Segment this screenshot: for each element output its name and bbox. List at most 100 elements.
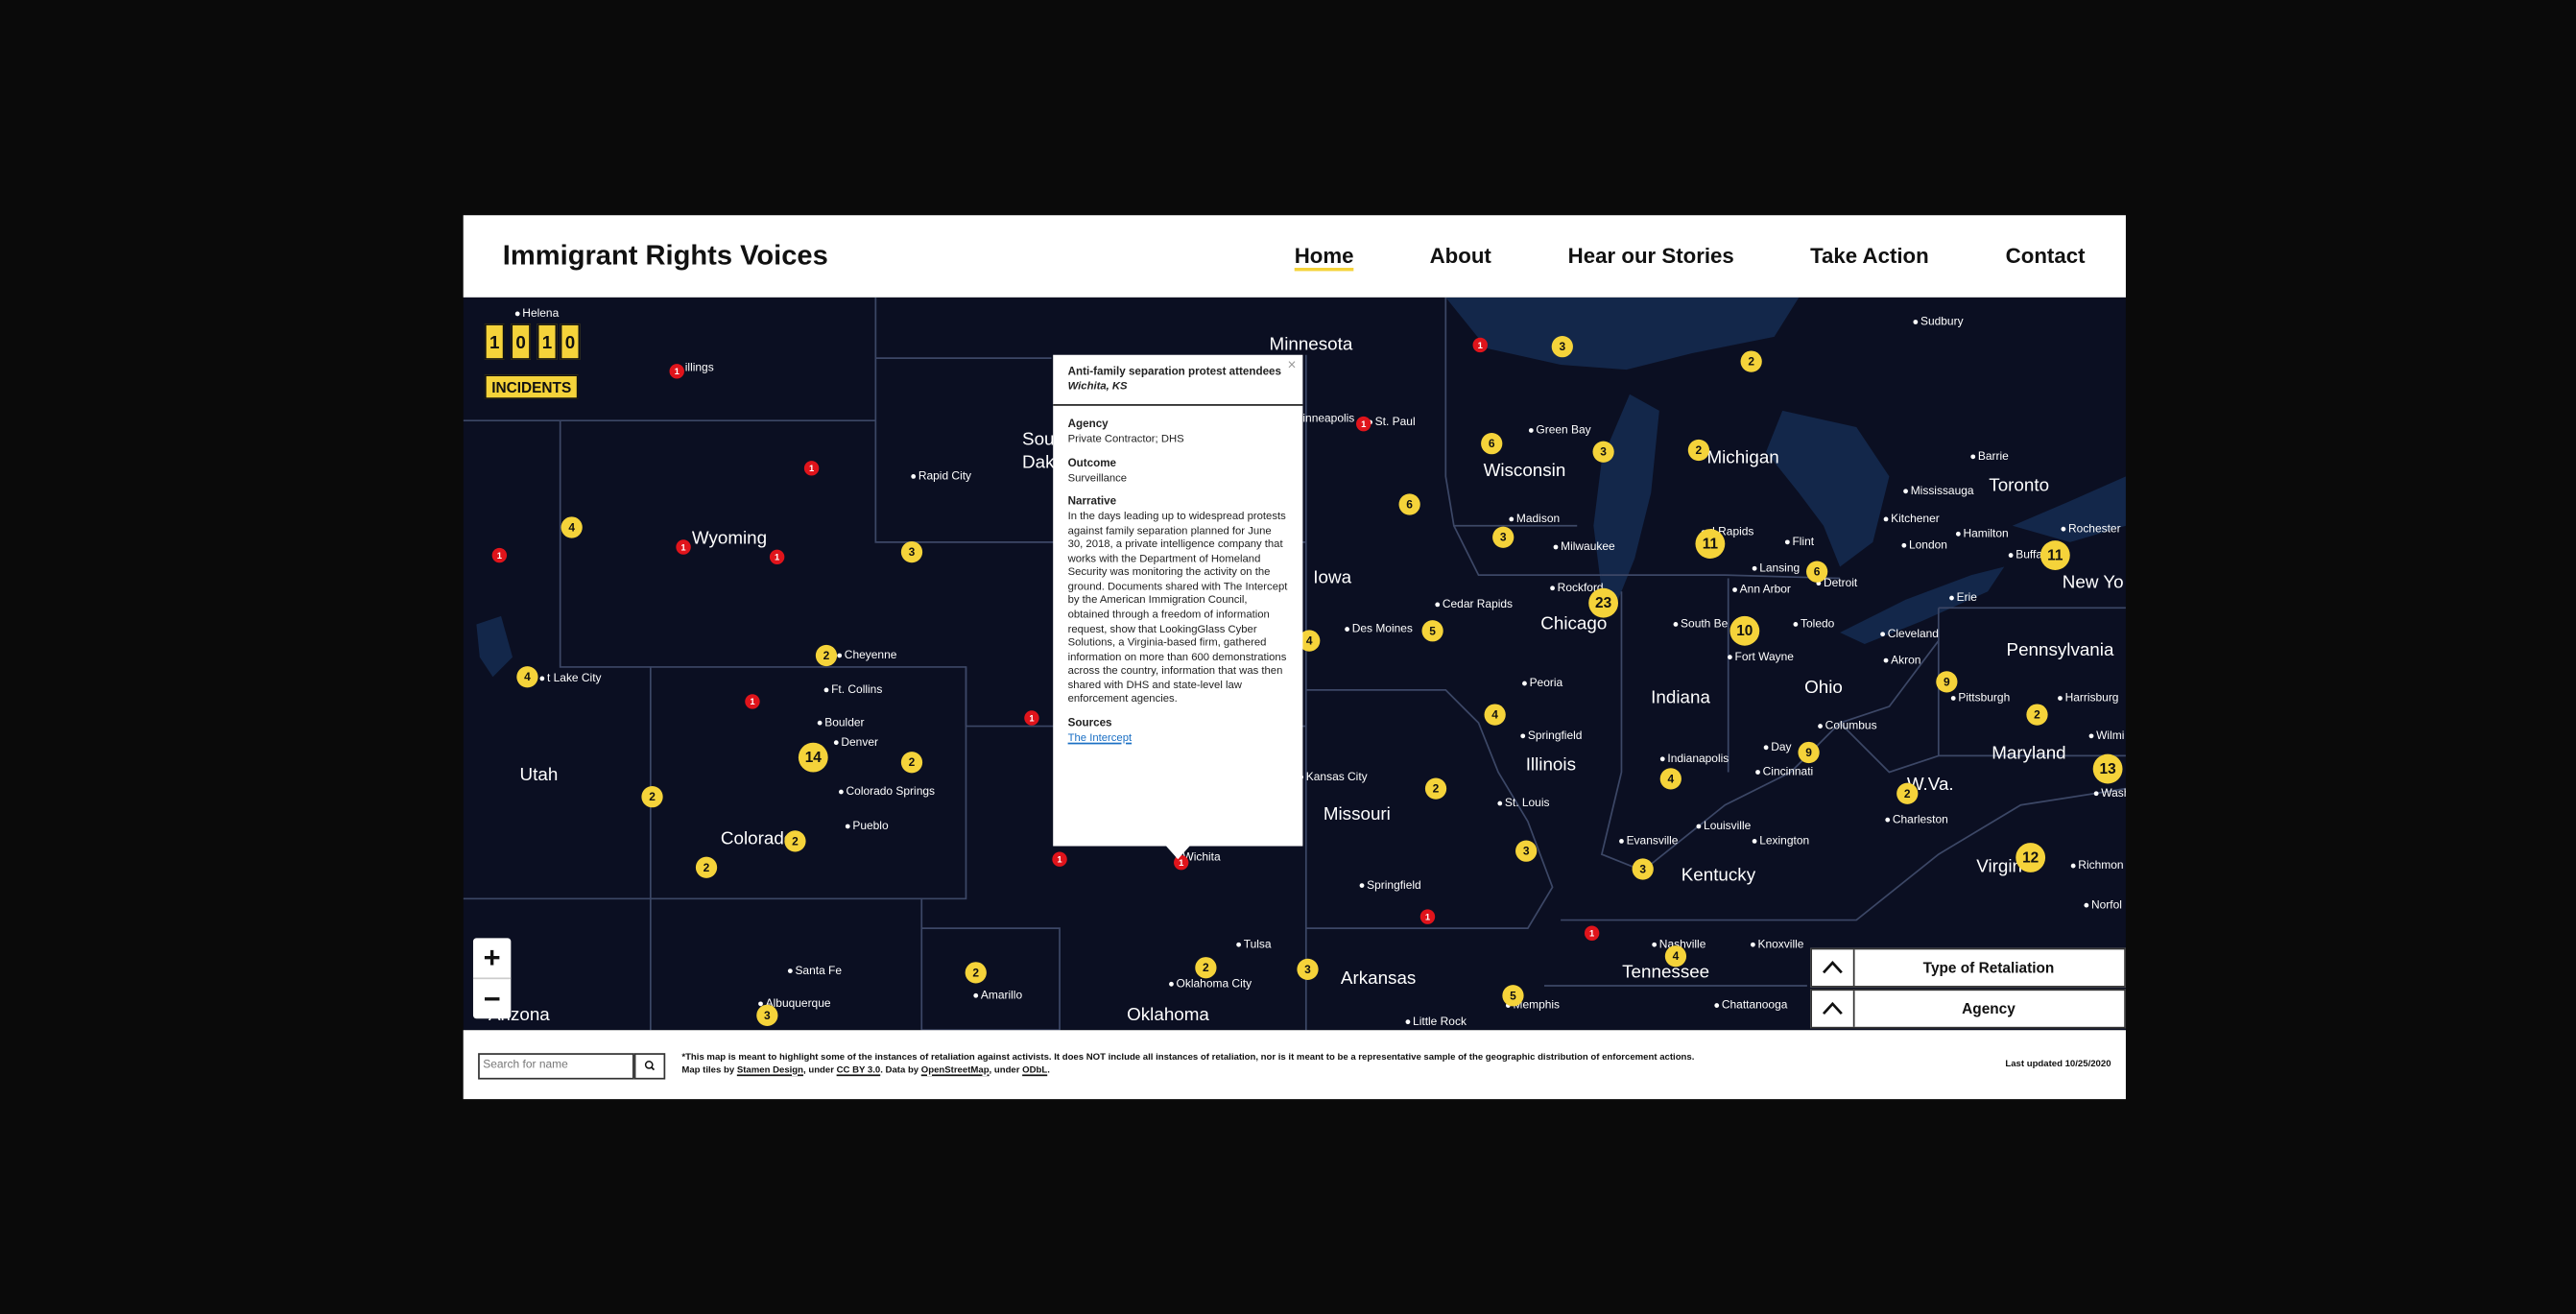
cluster-marker[interactable]: 2 (641, 786, 663, 808)
cluster-marker[interactable]: 12 (2015, 843, 2046, 872)
incident-marker[interactable]: 1 (676, 539, 691, 555)
cluster-marker[interactable]: 2 (1195, 957, 1217, 979)
cluster-marker[interactable]: 6 (1481, 433, 1503, 455)
cluster-marker[interactable]: 5 (1502, 985, 1524, 1007)
cluster-marker[interactable]: 4 (1664, 945, 1687, 968)
cluster-marker[interactable]: 23 (1588, 587, 1619, 618)
popup-close[interactable]: × (1287, 356, 1297, 373)
cluster-marker[interactable]: 3 (756, 1004, 778, 1026)
incident-marker[interactable]: 1 (745, 694, 760, 709)
incident-marker[interactable]: 1 (1052, 851, 1067, 867)
footer-link[interactable]: Stamen Design (736, 1065, 804, 1076)
incident-circle (745, 694, 760, 709)
cluster-marker[interactable]: 6 (1806, 561, 1828, 583)
cluster-marker[interactable]: 3 (1551, 336, 1573, 358)
cluster-marker[interactable]: 10 (1729, 615, 1760, 646)
cluster-marker[interactable]: 2 (1896, 782, 1919, 804)
filter-toggle[interactable]: Agency (1810, 989, 2126, 1029)
cluster-marker[interactable]: 2 (1424, 777, 1447, 800)
search-input[interactable]: Search for name (478, 1053, 634, 1080)
incident-marker[interactable]: 1 (1472, 337, 1488, 353)
cluster-circle (2026, 704, 2048, 726)
cluster-marker[interactable]: 2 (695, 856, 718, 878)
nav-link[interactable]: About (1429, 243, 1491, 269)
city-dot (1752, 838, 1757, 844)
filter-toggle[interactable]: Type of Retaliation (1810, 947, 2126, 988)
nav-link[interactable]: Hear our Stories (1567, 243, 1734, 269)
cluster-circle (1588, 587, 1619, 618)
cluster-marker[interactable]: 4 (1659, 768, 1682, 790)
cluster-marker[interactable]: 3 (1515, 840, 1538, 862)
incident-marker[interactable]: 1 (669, 364, 684, 379)
cluster-marker[interactable]: 3 (1632, 858, 1654, 880)
cluster-marker[interactable]: 4 (1484, 704, 1506, 726)
footer-link[interactable]: CC BY 3.0 (836, 1065, 881, 1076)
field-value: Private Contractor; DHS (1067, 434, 1184, 446)
cluster-marker[interactable]: 3 (1297, 958, 1319, 981)
cluster-marker[interactable]: 9 (1798, 741, 1820, 764)
nav-link[interactable]: Home (1294, 243, 1354, 272)
state-label: Maryland (1992, 743, 2065, 763)
nav-link[interactable]: Take Action (1810, 243, 1929, 269)
cluster-marker[interactable]: 11 (2039, 540, 2070, 570)
cluster-marker[interactable]: 4 (561, 516, 583, 538)
field-label: Agency (1067, 419, 1109, 432)
city-label: Cleveland (1888, 627, 1939, 640)
incident-marker[interactable]: 1 (1174, 854, 1189, 871)
incident-marker[interactable]: 1 (769, 549, 785, 564)
cluster-marker[interactable]: 4 (1299, 630, 1321, 652)
incident-marker[interactable]: 1 (1356, 416, 1371, 432)
lake-erie (1840, 566, 2005, 644)
cluster-count: 11 (2047, 547, 2063, 563)
cluster-circle (1695, 529, 1726, 559)
incident-count: 1 (680, 541, 685, 552)
city-dot (1793, 622, 1799, 627)
cluster-marker[interactable]: 3 (1592, 441, 1614, 463)
cluster-marker[interactable]: 3 (900, 541, 923, 563)
cluster-marker[interactable]: 13 (2092, 753, 2123, 784)
city-label: Fort Wayne (1735, 650, 1795, 663)
zoom-out[interactable]: − (483, 982, 501, 1015)
site-title[interactable]: Immigrant Rights Voices (502, 239, 828, 272)
cluster-marker[interactable]: 5 (1421, 620, 1443, 642)
cluster-marker[interactable]: 6 (1398, 493, 1420, 515)
incident-marker[interactable]: 1 (1024, 710, 1039, 726)
incident-count: 1 (1179, 857, 1183, 868)
cluster-marker[interactable]: 14 (798, 742, 828, 773)
cluster-marker[interactable]: 9 (1936, 671, 1958, 693)
cluster-marker[interactable]: 3 (1492, 526, 1515, 548)
incident-marker[interactable]: 1 (803, 461, 820, 476)
cluster-marker[interactable]: 2 (900, 752, 923, 774)
cluster-marker[interactable]: 2 (965, 962, 987, 984)
incident-marker[interactable]: 1 (1584, 925, 1600, 941)
cluster-circle (1632, 858, 1654, 880)
incident-marker[interactable]: 1 (1419, 909, 1436, 924)
city-label: Rockford (1558, 581, 1604, 594)
cluster-marker[interactable]: 2 (815, 644, 838, 667)
search-button[interactable] (633, 1053, 666, 1080)
city-label: Mississauga (1911, 484, 1974, 497)
incident-circle (1472, 337, 1488, 353)
city-label: illings (685, 361, 714, 374)
nav-link[interactable]: Contact (2005, 243, 2086, 269)
cluster-marker[interactable]: 2 (1740, 350, 1762, 372)
footer-link[interactable]: ODbL (1022, 1065, 1048, 1076)
incident-marker[interactable]: 1 (491, 547, 508, 563)
city-dot (1913, 320, 1919, 324)
cluster-circle (1729, 615, 1760, 646)
source-link[interactable]: The Intercept (1067, 731, 1133, 744)
cluster-circle (2092, 753, 2123, 784)
zoom-in[interactable]: + (472, 938, 512, 980)
cluster-marker[interactable]: 4 (516, 666, 538, 688)
cluster-marker[interactable]: 11 (1695, 529, 1726, 559)
city-label: Cincinnati (1763, 765, 1814, 778)
footer-text: , under (989, 1065, 1023, 1076)
state-label: Illinois (1526, 754, 1576, 775)
cluster-circle (1798, 741, 1820, 764)
cluster-count: 2 (1748, 355, 1754, 369)
state-label: Colorado (721, 828, 794, 848)
cluster-marker[interactable]: 2 (784, 830, 806, 852)
cluster-marker[interactable]: 2 (2026, 704, 2048, 726)
footer-link[interactable]: OpenStreetMap (920, 1065, 990, 1076)
cluster-marker[interactable]: 2 (1687, 439, 1710, 462)
